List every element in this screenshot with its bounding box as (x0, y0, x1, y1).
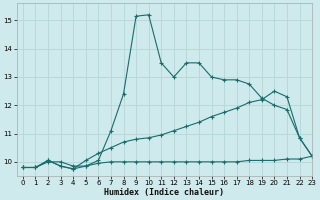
X-axis label: Humidex (Indice chaleur): Humidex (Indice chaleur) (104, 188, 224, 197)
